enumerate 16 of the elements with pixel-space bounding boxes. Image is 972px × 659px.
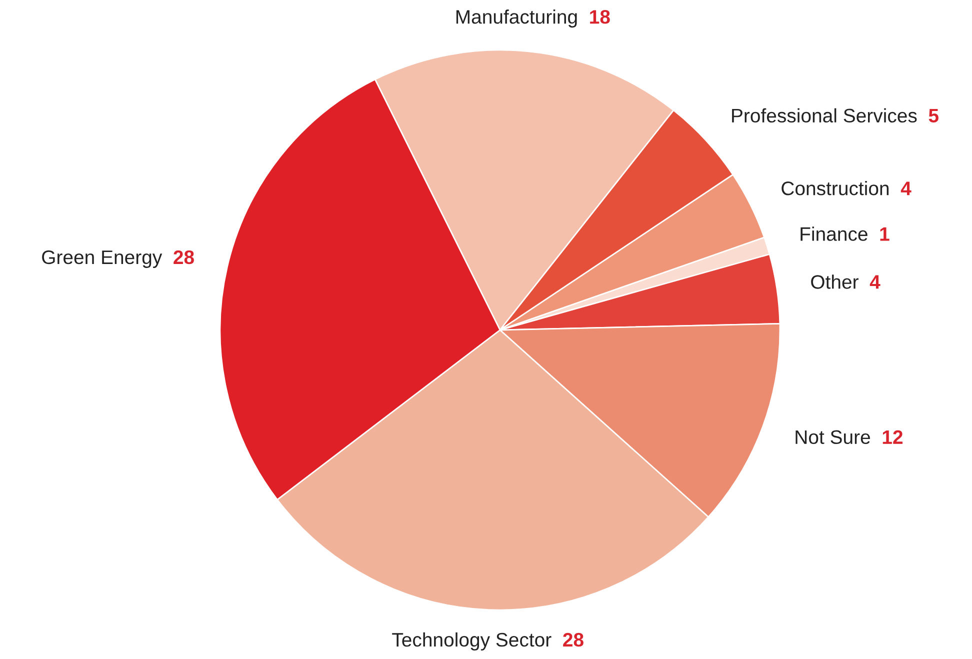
slice-label: Not Sure [796, 430, 870, 444]
data-label: 4 [900, 182, 912, 196]
slice-label: Other [811, 274, 858, 289]
data-label: 28 [174, 250, 194, 264]
slice-label: Green Energy [42, 250, 162, 268]
data-label: 12 [882, 430, 903, 444]
data-label: 18 [590, 10, 610, 24]
slice-label: Professional Services [732, 108, 917, 123]
data-label: 5 [928, 108, 938, 123]
slice-label: Technology Sector [392, 632, 552, 651]
data-label: 1 [880, 227, 890, 241]
slice-label: Construction [782, 181, 889, 196]
slice-label: Finance [800, 226, 868, 241]
data-label: 4 [870, 275, 880, 289]
data-label: 28 [563, 632, 584, 647]
slice-label: Manufacturing [456, 9, 577, 28]
